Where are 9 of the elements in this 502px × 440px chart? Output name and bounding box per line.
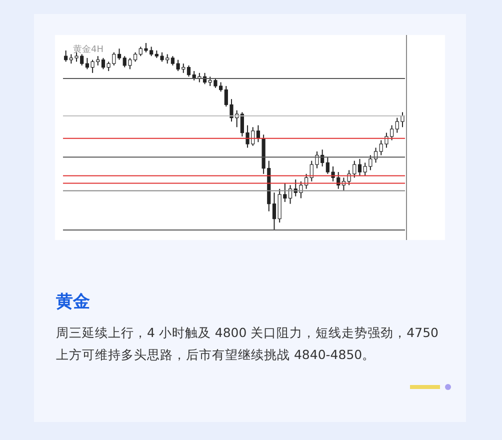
annotation: 黄金4H	[73, 44, 104, 56]
candlestick	[64, 50, 68, 62]
candlestick	[256, 124, 260, 143]
candlestick	[272, 192, 276, 230]
text: 周三延续上行，4 小时触及 4800 关口阻力，短线走势强劲，4750 上方可维持多头思路，后市有望继续挑战 4840-4850。	[56, 324, 440, 364]
candlestick	[101, 57, 106, 70]
candlestick	[358, 158, 362, 176]
text: 黄金	[56, 291, 90, 313]
candlestick	[186, 64, 191, 78]
